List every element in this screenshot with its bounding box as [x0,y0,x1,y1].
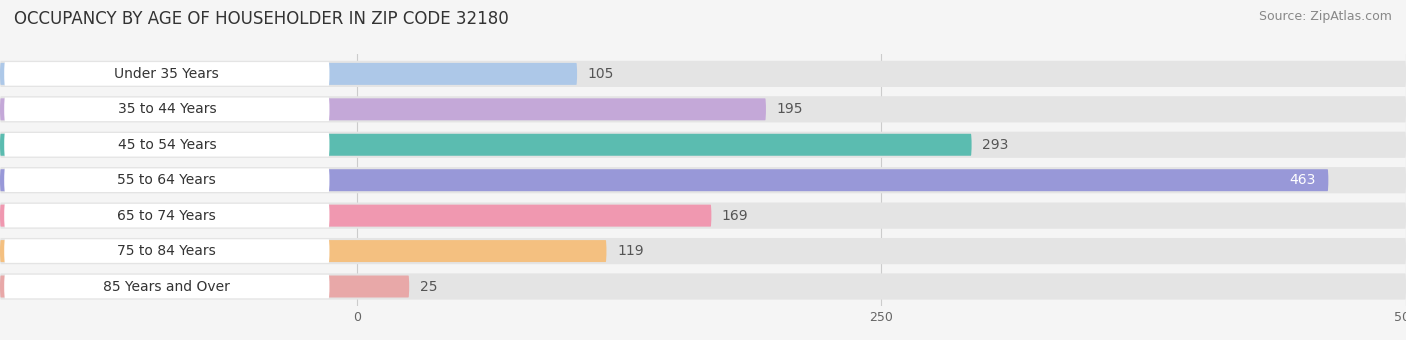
Text: 65 to 74 Years: 65 to 74 Years [118,209,217,223]
FancyBboxPatch shape [4,168,329,192]
Text: 35 to 44 Years: 35 to 44 Years [118,102,217,116]
Text: 293: 293 [983,138,1008,152]
Text: 55 to 64 Years: 55 to 64 Years [118,173,217,187]
FancyBboxPatch shape [4,62,329,86]
FancyBboxPatch shape [0,96,1406,122]
Text: 105: 105 [588,67,614,81]
Text: 463: 463 [1289,173,1316,187]
Text: 195: 195 [776,102,803,116]
FancyBboxPatch shape [4,133,329,156]
Text: 45 to 54 Years: 45 to 54 Years [118,138,217,152]
FancyBboxPatch shape [0,203,1406,229]
Text: 85 Years and Over: 85 Years and Over [104,279,231,293]
FancyBboxPatch shape [0,275,409,298]
Text: 75 to 84 Years: 75 to 84 Years [118,244,217,258]
FancyBboxPatch shape [0,132,1406,158]
FancyBboxPatch shape [0,273,1406,300]
FancyBboxPatch shape [4,98,329,121]
FancyBboxPatch shape [0,169,1329,191]
Text: 119: 119 [617,244,644,258]
Text: Under 35 Years: Under 35 Years [114,67,219,81]
Text: 25: 25 [420,279,437,293]
FancyBboxPatch shape [4,275,329,298]
Text: Source: ZipAtlas.com: Source: ZipAtlas.com [1258,10,1392,23]
FancyBboxPatch shape [0,61,1406,87]
FancyBboxPatch shape [0,98,766,120]
FancyBboxPatch shape [0,63,576,85]
FancyBboxPatch shape [0,167,1406,193]
FancyBboxPatch shape [0,240,606,262]
FancyBboxPatch shape [0,205,711,227]
FancyBboxPatch shape [0,134,972,156]
Text: 169: 169 [721,209,748,223]
FancyBboxPatch shape [4,239,329,263]
Text: OCCUPANCY BY AGE OF HOUSEHOLDER IN ZIP CODE 32180: OCCUPANCY BY AGE OF HOUSEHOLDER IN ZIP C… [14,10,509,28]
FancyBboxPatch shape [0,238,1406,264]
FancyBboxPatch shape [4,204,329,227]
